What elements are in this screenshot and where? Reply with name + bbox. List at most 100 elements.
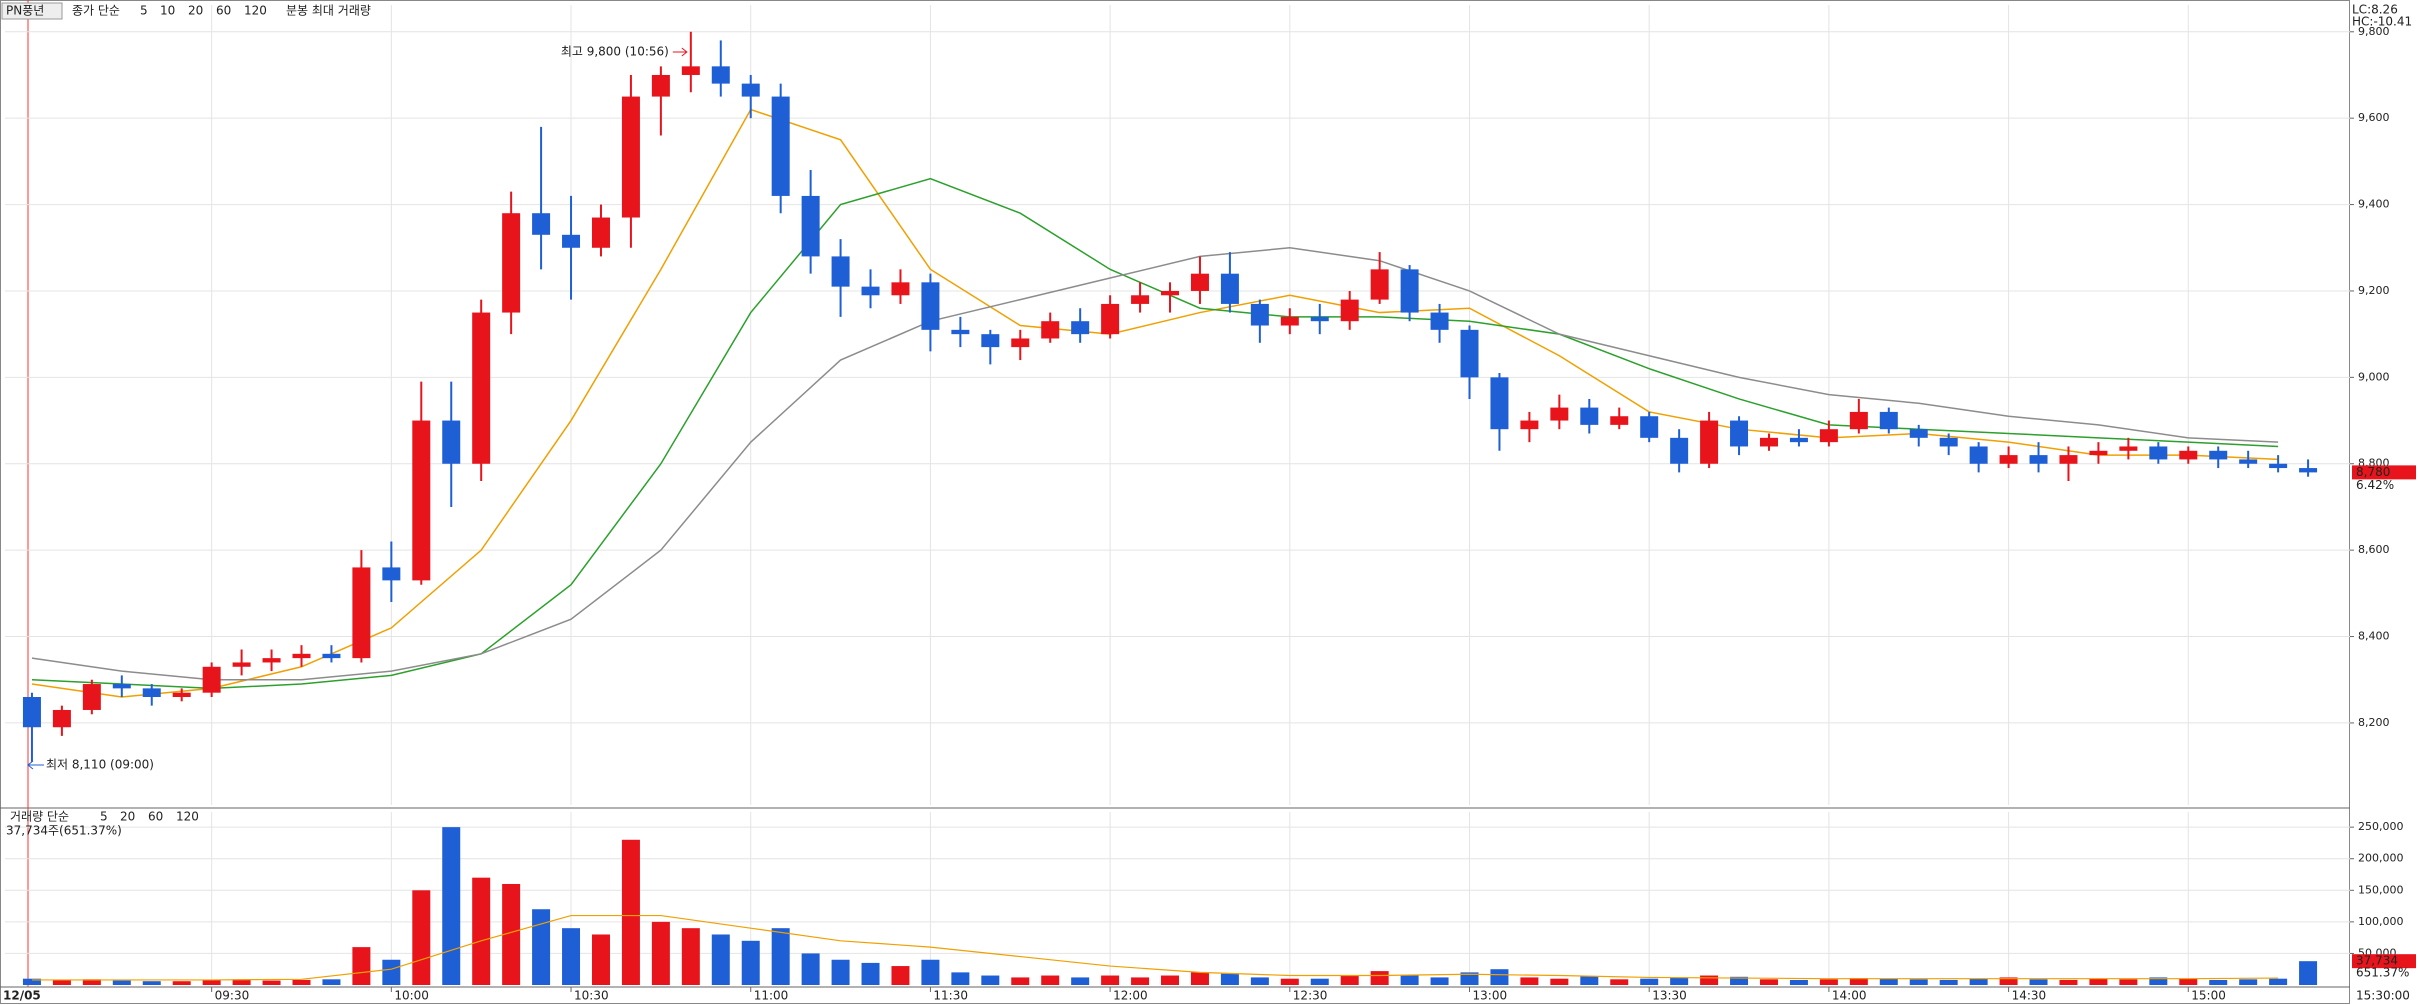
legend-entry: 120: [176, 810, 199, 824]
volume-bar: [82, 979, 101, 985]
date-label: 12/05: [3, 989, 41, 1003]
volume-bar: [741, 940, 760, 985]
volume-bar: [142, 981, 161, 985]
volume-bar: [262, 980, 281, 985]
volume-bar: [1340, 975, 1359, 985]
volume-bar: [172, 981, 191, 985]
corner-label: HC:-10.41: [2352, 15, 2412, 29]
volume-bar: [1161, 975, 1180, 985]
ma-line: [31, 108, 2279, 698]
candle-body: [1610, 416, 1629, 425]
candle-body: [921, 282, 940, 330]
volume-bar: [2029, 979, 2048, 985]
volume-bar: [681, 928, 700, 985]
volume-bar: [2269, 978, 2288, 985]
ma-line: [31, 247, 2279, 681]
candle-body: [232, 662, 251, 667]
low-arrow: [27, 760, 44, 770]
candle-body: [382, 567, 401, 581]
candle-body: [562, 234, 581, 248]
volume-bar: [891, 966, 910, 985]
volume-bar: [1700, 975, 1719, 985]
last-volume: 37,734: [2356, 954, 2398, 968]
x-tick-label: 11:30: [933, 989, 968, 1003]
ma-line: [31, 177, 2279, 690]
volume-bar: [22, 978, 41, 985]
volume-bar: [621, 839, 640, 985]
candle-body: [1101, 303, 1120, 335]
plot-frame: [0, 0, 2350, 1004]
volume-bar: [352, 947, 371, 985]
candle-body: [711, 66, 730, 84]
legend-extra: 분봉 최대 거래량: [286, 4, 371, 18]
candle-body: [2029, 455, 2048, 464]
y-tick-label: 9,400: [2358, 198, 2390, 211]
volume-bar: [2059, 979, 2078, 985]
candle-body: [1999, 455, 2018, 464]
volume-bar: [651, 921, 670, 985]
volume-bar: [442, 827, 461, 985]
volume-bar: [921, 959, 940, 985]
x-tick-label: 11:00: [754, 989, 789, 1003]
candle-body: [1220, 273, 1239, 304]
volume-bar: [232, 979, 251, 985]
candle-body: [322, 653, 341, 659]
volume-bar: [801, 953, 820, 985]
volume-bar: [1220, 973, 1239, 985]
candle-body: [1340, 299, 1359, 322]
volume-bar: [2089, 978, 2108, 985]
candle-body: [1819, 429, 1838, 443]
volume-bar: [1640, 978, 1659, 985]
candle-body: [172, 692, 191, 698]
volume-bar: [382, 959, 401, 985]
volume-bar: [771, 928, 790, 985]
candle-body: [1879, 411, 1898, 430]
candle-body: [591, 217, 610, 248]
candle-body: [741, 83, 760, 97]
legend-entry: 20: [188, 4, 203, 18]
candle-body: [1670, 437, 1689, 464]
high-arrow: [672, 47, 688, 57]
volume-bar: [1670, 977, 1689, 985]
candle-body: [1190, 273, 1209, 291]
candle-body: [621, 96, 640, 218]
legend-symbol-title: PN풍년: [6, 4, 44, 18]
candle-body: [651, 74, 670, 97]
x-tick-label: 10:30: [574, 989, 609, 1003]
volume-bar: [1999, 977, 2018, 985]
y-tick-label: 100,000: [2358, 915, 2404, 928]
volume-bar: [1310, 978, 1329, 985]
candle-body: [202, 666, 221, 693]
candle-body: [2059, 455, 2078, 464]
candle-body: [1370, 269, 1389, 300]
candle-body: [1011, 338, 1030, 348]
candle-body: [771, 96, 790, 196]
candle-body: [52, 709, 71, 728]
volume-bar: [1849, 978, 1868, 985]
x-tick-label: 15:00: [2191, 989, 2226, 1003]
legend-entry: 5: [140, 4, 148, 18]
y-tick-label: 8,200: [2358, 716, 2390, 729]
candle-body: [22, 697, 41, 728]
volume-bar: [1909, 979, 1928, 985]
legend-entry: 20: [120, 810, 135, 824]
candle-body: [112, 684, 131, 689]
volume-bar: [1490, 969, 1509, 985]
volume-bar: [412, 890, 431, 985]
candle-body: [2209, 450, 2228, 460]
candle-body: [2179, 450, 2198, 460]
candle-body: [1909, 429, 1928, 438]
candle-body: [1071, 321, 1090, 335]
y-tick-label: 150,000: [2358, 883, 2404, 896]
candle-body: [951, 329, 970, 335]
y-tick-label: 9,600: [2358, 111, 2390, 124]
legend-entry: 60: [148, 810, 163, 824]
volume-bar: [981, 975, 1000, 985]
volume-bar: [2239, 979, 2258, 985]
volume-status: 37,734주(651.37%): [6, 824, 122, 838]
x-tick-label: 14:00: [1832, 989, 1867, 1003]
candle-body: [831, 256, 850, 287]
candle-body: [1700, 420, 1719, 464]
legend-title: 거래량 단순: [10, 810, 69, 824]
